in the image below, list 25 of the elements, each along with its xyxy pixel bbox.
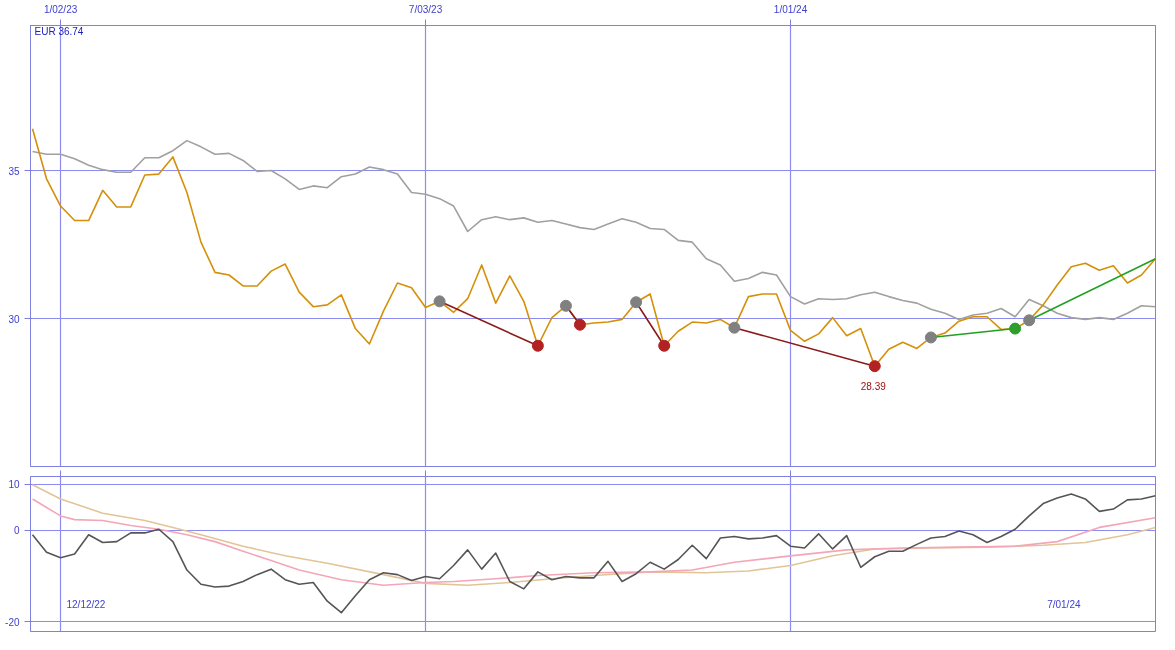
annotation: 28.39 [860,381,887,393]
line-series [31,139,1156,321]
point [559,299,572,312]
point [531,339,544,352]
point [1023,314,1036,327]
point [1009,322,1022,335]
line-series [31,493,1156,614]
point [728,321,741,334]
annotation: 12/12/22 [66,598,106,610]
x-tick-label: 1/01/24 [773,3,808,15]
point [924,331,937,344]
x-tick-label: 7/03/23 [408,3,443,15]
y-tick-label: 0 [13,525,20,537]
y-tick-label: 30 [8,313,20,325]
y-tick-label: 35 [8,165,20,177]
point [868,360,881,373]
x-tick-label: 1/02/23 [43,3,78,15]
point [658,339,671,352]
y-tick-label: -20 [5,616,20,628]
annotation: EUR 36.74 [34,25,84,37]
annotation: 7/01/24 [1047,598,1081,610]
y-tick-label: 10 [8,479,20,491]
point [433,295,446,308]
point [573,318,586,331]
point [630,296,643,309]
